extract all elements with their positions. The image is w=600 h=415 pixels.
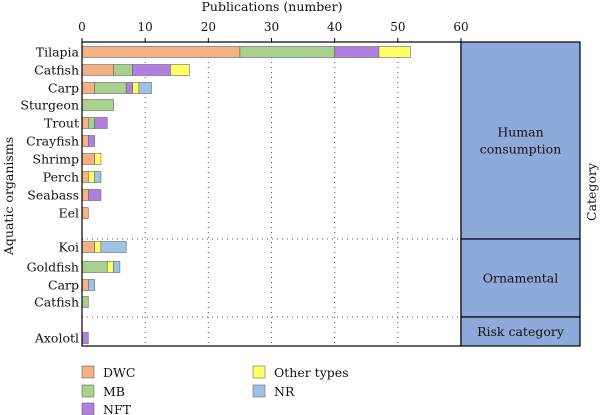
row-label: Carp <box>48 278 79 293</box>
bar-segment-dwc <box>81 241 95 253</box>
row-labels: Tilapia Catfish Carp Sturgeon Trout Crayfish S… <box>20 45 79 346</box>
row-label: Eel <box>58 206 79 221</box>
legend-swatch <box>81 365 95 379</box>
legend-swatch <box>252 384 266 398</box>
bar-segment-other-types <box>94 153 102 165</box>
category-panel: Human consumption Ornamental Risk category <box>460 41 581 347</box>
legend-label: Other types <box>274 365 349 380</box>
bar-segment-mb <box>88 117 95 129</box>
legend: DWC MB NFT Other types NR <box>81 365 349 415</box>
row-label: Carp <box>48 81 79 96</box>
bar-segment-nft <box>94 117 108 129</box>
x-tick-label: 30 <box>264 20 279 34</box>
bar-segment-other-types <box>132 82 140 94</box>
x-axis: 0 10 20 30 40 50 60 <box>78 20 469 347</box>
row-label: Trout <box>44 116 79 131</box>
x-tick-label: 10 <box>138 20 153 34</box>
bar-segment-nft <box>88 135 95 147</box>
row-label: Perch <box>43 170 79 185</box>
row-label: Goldfish <box>27 260 79 275</box>
row-label: Shrimp <box>33 152 79 167</box>
bar-segment-nr <box>94 171 102 183</box>
bar-segment-other-types <box>94 241 102 253</box>
row-label: Seabass <box>27 188 79 203</box>
legend-swatch <box>81 384 95 398</box>
x-tick-label: 20 <box>201 20 216 34</box>
category-label: Ornamental <box>483 271 559 286</box>
legend-label: DWC <box>103 365 135 380</box>
category-label: Human <box>497 125 543 140</box>
bar-segment-dwc <box>81 64 114 76</box>
x-tick-label: 60 <box>453 20 468 34</box>
bars <box>81 46 411 344</box>
x-tick-label: 40 <box>327 20 342 34</box>
bar-segment-nr <box>100 241 127 253</box>
bar-segment-other-types <box>106 261 114 273</box>
category-box <box>460 238 581 318</box>
bar-segment-dwc <box>81 171 89 183</box>
bar-segment-mb <box>81 296 89 308</box>
bar-segment-other-types <box>378 46 411 58</box>
x-tick-label: 50 <box>390 20 405 34</box>
bar-segment-dwc <box>81 135 89 147</box>
bar-segment-mb <box>94 82 127 94</box>
bar-segment-dwc <box>81 117 89 129</box>
row-label: Crayfish <box>26 134 79 149</box>
x-axis-title: Publications (number) <box>202 0 343 14</box>
bar-segment-dwc <box>81 153 95 165</box>
x-tick-label: 0 <box>78 20 86 34</box>
category-label: consumption <box>480 142 562 157</box>
bar-segment-nft <box>132 64 171 76</box>
legend-swatch <box>81 402 95 415</box>
bar-segment-dwc <box>81 46 241 58</box>
row-label: Axolotl <box>34 331 79 346</box>
legend-label: NR <box>274 384 295 399</box>
legend-label: MB <box>103 384 125 399</box>
bar-segment-nft <box>334 46 380 58</box>
row-label: Catfish <box>34 63 79 78</box>
row-label: Tilapia <box>36 45 80 60</box>
row-label: Koi <box>58 240 79 255</box>
category-label: Risk category <box>477 324 565 339</box>
bar-segment-other-types <box>170 64 190 76</box>
bar-segment-dwc <box>81 207 89 219</box>
bar-segment-nft <box>88 189 102 201</box>
bar-segment-nr <box>138 82 152 94</box>
bar-segment-dwc <box>81 189 89 201</box>
legend-label: NFT <box>103 402 132 415</box>
legend-swatch <box>252 365 266 379</box>
bar-segment-mb <box>239 46 335 58</box>
bar-segment-mb <box>113 64 133 76</box>
y-axis-title: Aquatic organisms <box>1 137 16 256</box>
bar-segment-dwc <box>81 279 89 291</box>
bar-segment-dwc <box>81 82 95 94</box>
row-label: Sturgeon <box>20 98 79 113</box>
bar-segment-nft <box>125 82 133 94</box>
bar-segment-mb <box>81 99 114 111</box>
bar-segment-other-types <box>88 171 95 183</box>
bar-segment-nr <box>88 279 95 291</box>
bar-segment-nr <box>113 261 121 273</box>
category-box <box>460 41 581 240</box>
bar-segment-nft <box>81 332 89 344</box>
category-axis-title: Category <box>584 162 599 221</box>
bar-segment-mb <box>81 261 108 273</box>
category-box <box>460 316 581 347</box>
row-label: Catfish <box>34 295 79 310</box>
